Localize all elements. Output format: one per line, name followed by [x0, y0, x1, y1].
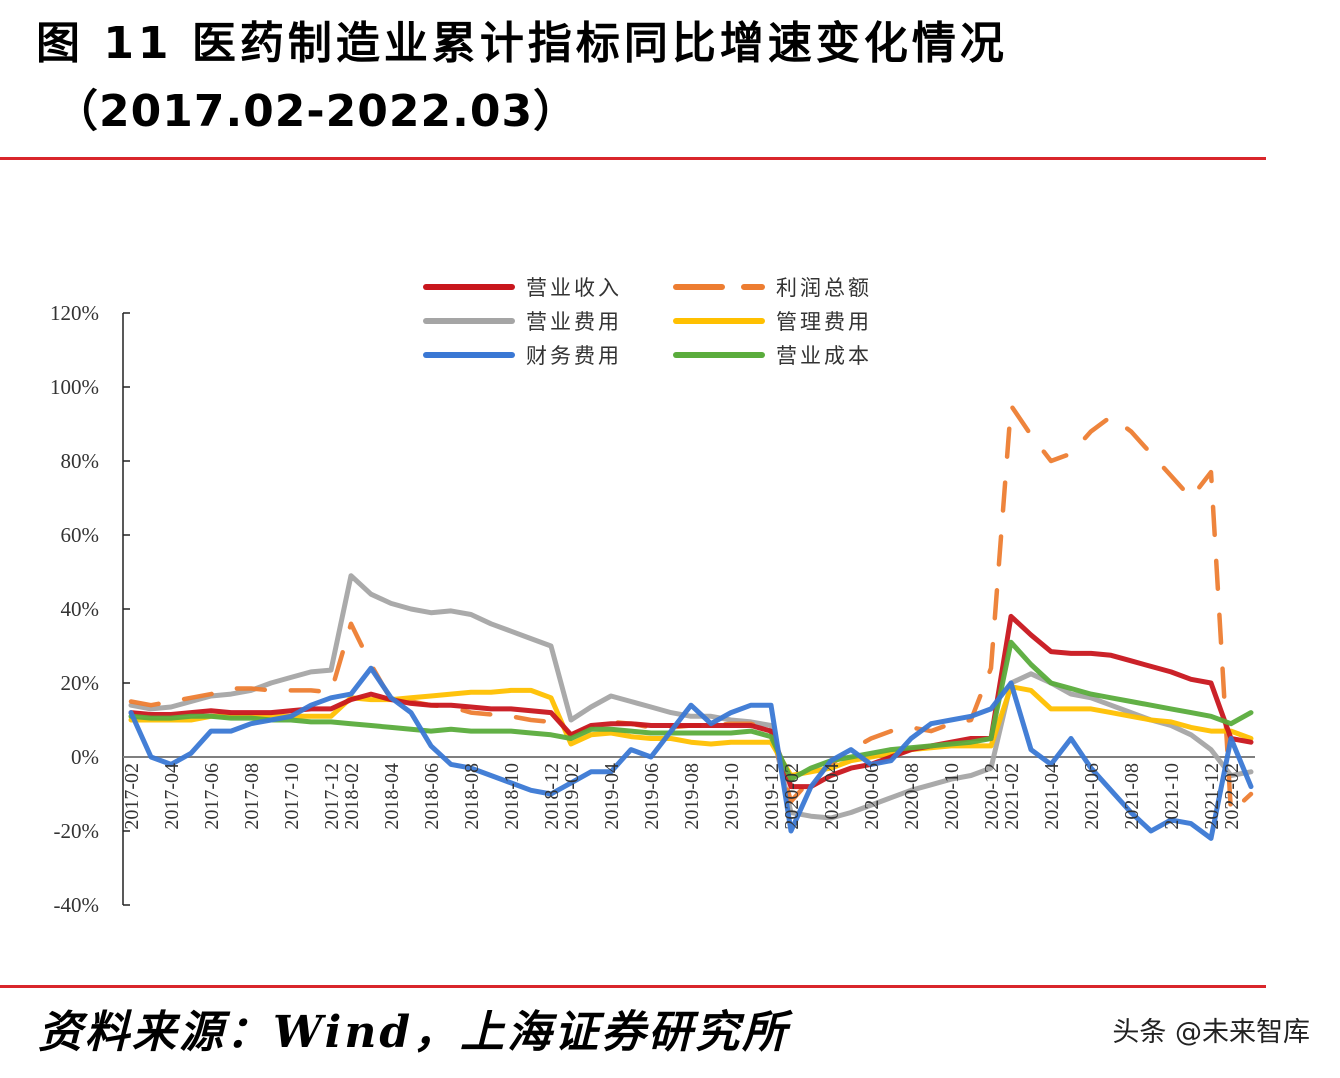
- profit-line: [128, 403, 1254, 815]
- x-tick-label: 2019-12: [761, 763, 783, 830]
- x-tick-label: 2021-08: [1121, 763, 1143, 830]
- x-tick-label: 2021-12: [1201, 763, 1223, 830]
- revenue-line: [128, 613, 1254, 790]
- x-tick-label: 2018-12: [541, 763, 563, 830]
- x-tick-label: 2019-10: [721, 763, 743, 830]
- selling-expense-line: [128, 573, 1254, 821]
- admin-expense-line: [128, 684, 1254, 778]
- x-tick-label: 2019-08: [681, 763, 703, 830]
- legend-label: 财务费用: [526, 344, 622, 368]
- legend-label: 管理费用: [776, 310, 872, 334]
- legend-label: 营业收入: [526, 276, 622, 300]
- x-tick-label: 2021-06: [1081, 763, 1103, 830]
- legend-finance-expense: 财务费用: [423, 344, 622, 368]
- title-line-2: （2017.02-2022.03）: [54, 86, 579, 137]
- x-tick-label: 2021-04: [1041, 763, 1063, 830]
- title-rule: [0, 157, 1266, 160]
- x-tick-label: 2019-06: [641, 763, 663, 830]
- chart-axes: 120% 100% 80% 60% 40% 20% 0% -20% -40%: [50, 301, 1255, 917]
- watermark: 头条 @未来智库: [1112, 1017, 1310, 1048]
- x-tick-label: 2019-04: [601, 763, 623, 830]
- x-tick-label: 2018-06: [421, 763, 443, 830]
- x-tick-label: 2021-10: [1161, 763, 1183, 830]
- y-tick-label: 60%: [61, 523, 100, 547]
- x-tick-label: 2020-08: [901, 763, 923, 830]
- x-tick-label: 2018-02: [341, 763, 363, 830]
- x-tick-label: 2020-04: [821, 763, 843, 830]
- y-tick-label: 80%: [61, 449, 100, 473]
- legend-revenue: 营业收入: [423, 276, 622, 300]
- x-tick-label: 2022-02: [1221, 763, 1243, 830]
- y-tick-label: 20%: [61, 671, 100, 695]
- figure-title: 图 11 医药制造业累计指标同比增速变化情况 （2017.02-2022.03）: [36, 10, 1008, 146]
- legend-operating-cost: 营业成本: [673, 344, 872, 368]
- x-tick-label: 2018-04: [381, 763, 403, 830]
- x-tick-label: 2018-08: [461, 763, 483, 830]
- legend-label: 营业成本: [776, 344, 872, 368]
- legend-selling-expense: 营业费用: [423, 310, 622, 334]
- source-note: 资料来源：Wind，上海证券研究所: [38, 1007, 790, 1058]
- y-tick-label: 120%: [50, 301, 99, 325]
- x-tick-label: 2020-02: [781, 763, 803, 830]
- x-tick-label: 2017-10: [281, 763, 303, 830]
- legend-label: 利润总额: [776, 276, 872, 300]
- legend-admin-expense: 管理费用: [673, 310, 872, 334]
- y-tick-label: -40%: [54, 893, 100, 917]
- legend-profit: 利润总额: [673, 276, 872, 300]
- x-tick-label: 2018-10: [501, 763, 523, 830]
- finance-expense-line: [128, 665, 1254, 841]
- y-tick-label: 0%: [71, 745, 99, 769]
- x-tick-label: 2017-06: [201, 763, 223, 830]
- x-tick-label: 2017-08: [241, 763, 263, 830]
- title-line-1: 图 11 医药制造业累计指标同比增速变化情况: [36, 18, 1008, 69]
- operating-cost-line: [128, 639, 1254, 782]
- y-tick-label: 40%: [61, 597, 100, 621]
- x-tick-label: 2020-12: [981, 763, 1003, 830]
- chart-series: [128, 403, 1254, 841]
- x-axis-labels: 2017-02 2017-04 2017-06 2017-08 2017-10 2017-…: [121, 763, 1243, 830]
- x-tick-label: 2021-02: [1001, 763, 1023, 830]
- x-tick-label: 2019-02: [561, 763, 583, 830]
- x-tick-label: 2020-10: [941, 763, 963, 830]
- legend-label: 营业费用: [526, 310, 622, 334]
- x-tick-label: 2017-02: [121, 763, 143, 830]
- x-tick-label: 2017-04: [161, 763, 183, 830]
- source-rule: [0, 985, 1266, 988]
- x-tick-label: 2020-06: [861, 763, 883, 830]
- y-tick-label: -20%: [54, 819, 100, 843]
- y-tick-label: 100%: [50, 375, 99, 399]
- x-tick-label: 2017-12: [321, 763, 343, 830]
